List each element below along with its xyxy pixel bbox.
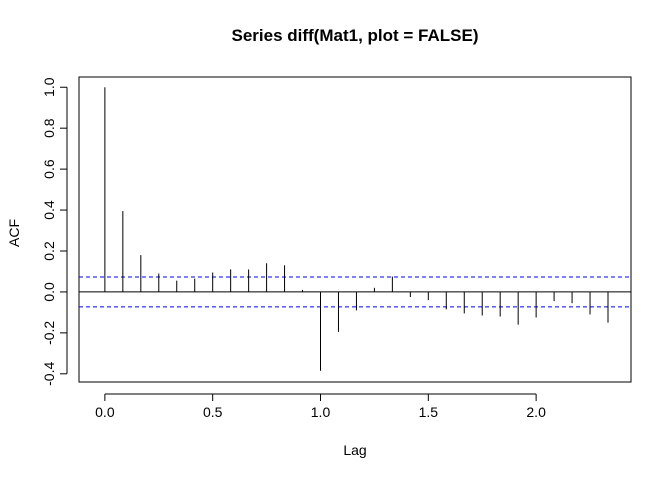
y-tick-label: -0.4	[41, 362, 57, 386]
x-tick-label: 0.0	[95, 404, 115, 420]
y-tick-label: 0.4	[41, 200, 57, 220]
y-tick-label: 0.8	[41, 118, 57, 138]
acf-spikes	[104, 87, 609, 371]
x-tick-label: 1.0	[311, 404, 331, 420]
y-axis-label: ACF	[6, 219, 22, 247]
x-tick-label: 2.0	[526, 404, 546, 420]
chart-title: Series diff(Mat1, plot = FALSE)	[231, 26, 478, 45]
x-tick-label: 1.5	[419, 404, 439, 420]
plot-frame	[78, 76, 632, 383]
y-tick-label: -0.2	[41, 321, 57, 345]
y-axis: -0.4 -0.2 0.0 0.2 0.4 0.6 0.8 1.0	[41, 77, 68, 386]
y-tick-label: 0.0	[41, 282, 57, 302]
x-axis-label: Lag	[343, 442, 366, 458]
y-tick-label: 1.0	[41, 77, 57, 97]
reference-lines	[79, 276, 631, 308]
x-axis: 0.0 0.5 1.0 1.5 2.0	[95, 393, 546, 420]
y-tick-label: 0.6	[41, 159, 57, 179]
x-tick-label: 0.5	[203, 404, 223, 420]
y-tick-label: 0.2	[41, 241, 57, 261]
